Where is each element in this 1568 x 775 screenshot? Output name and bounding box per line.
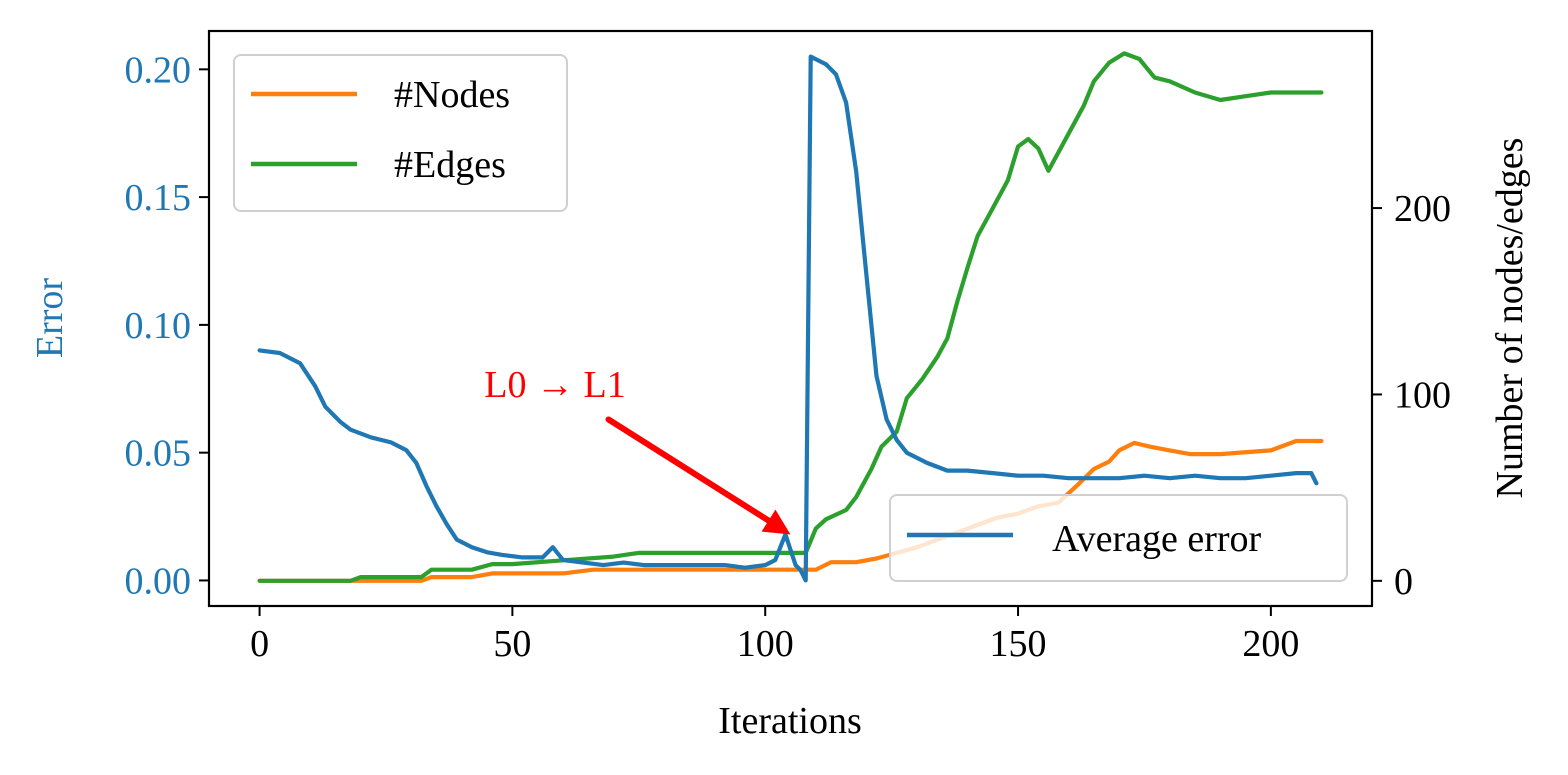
left-tick-label: 0.00 [125,560,192,602]
right-tick-label: 200 [1394,188,1451,230]
x-tick-label: 50 [493,623,531,665]
x-axis-ticks: 0 50 100 150 200 [250,606,1299,665]
series-line-edges [257,51,1324,583]
x-tick-label: 0 [250,623,269,665]
legend-label-nodes: #Nodes [394,74,510,116]
right-axis-title: Number of nodes/edges [1489,138,1531,499]
series-line-average-error [257,54,1319,583]
right-tick-label: 0 [1394,561,1413,603]
x-tick-label: 150 [990,623,1047,665]
left-axis-title: Error [29,278,71,359]
annotation-arrow-shaft [605,416,772,524]
legend-label-average-error: Average error [1052,518,1262,560]
left-axis-ticks: 0.00 0.05 0.10 0.15 0.20 [125,49,209,602]
annotation-text: L0 → L1 [484,364,625,406]
x-tick-label: 200 [1242,623,1299,665]
plot-frame [207,29,1374,608]
x-axis-title: Iterations [718,700,862,742]
legend-average-error: Average error [889,494,1348,582]
legend-nodes-edges: #Nodes #Edges [233,54,568,212]
annotation-l0-l1: L0 → L1 [484,364,791,535]
legend-box [889,494,1348,582]
legend-label-edges: #Edges [394,144,506,186]
left-tick-label: 0.15 [125,177,192,219]
right-tick-label: 100 [1394,374,1451,416]
left-tick-label: 0.20 [125,49,192,91]
left-tick-label: 0.05 [125,433,192,475]
left-tick-label: 0.10 [125,305,192,347]
annotation-arrow-head [761,509,791,535]
right-axis-ticks: 0 100 200 [1372,188,1451,603]
x-tick-label: 100 [737,623,794,665]
